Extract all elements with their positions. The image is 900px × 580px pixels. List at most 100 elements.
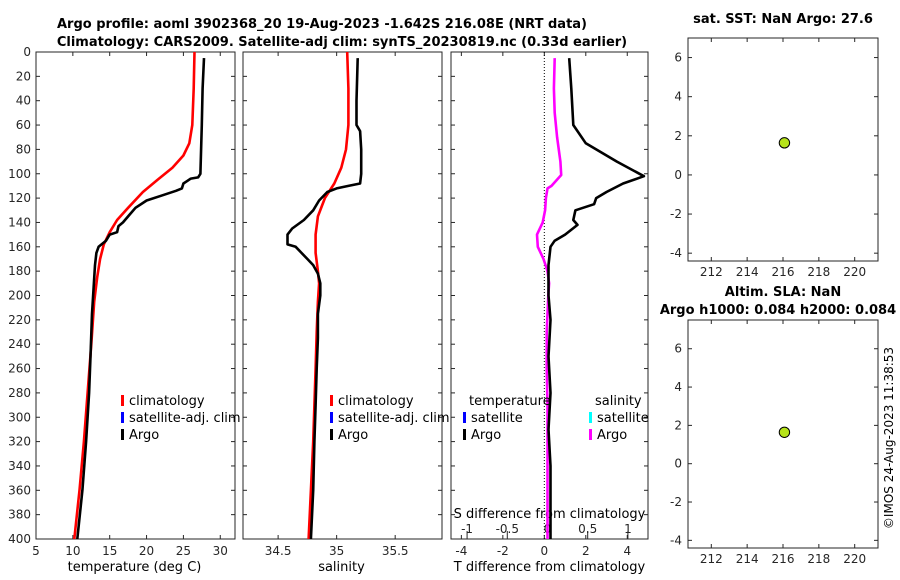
difference-legend-salinity-swatch-0 <box>589 412 592 423</box>
depth-tick-label-8: 160 <box>8 240 31 254</box>
salinity-legend-swatch-0 <box>330 395 333 406</box>
sdiff-tick-label-0: -1 <box>461 522 473 536</box>
temperature-legend-item-1: satellite-adj. clim <box>129 411 241 426</box>
sla-xtick-label-3: 218 <box>807 552 830 566</box>
temperature-line-argo <box>76 58 206 540</box>
depth-tick-label-0: 0 <box>23 45 31 59</box>
sla-point-0 <box>778 426 791 438</box>
sst-axes <box>687 37 879 262</box>
difference-legend-temperature-swatch-1 <box>463 429 466 440</box>
sla-ytick-label-3: 2 <box>674 418 682 432</box>
sla-ytick-label-0: -4 <box>670 533 682 547</box>
salinity-xlabel: salinity <box>318 560 365 575</box>
difference-xtick-label-3: 2 <box>582 544 590 558</box>
depth-tick-label-18: 360 <box>8 483 31 497</box>
salinity-axes <box>242 51 443 540</box>
timestamp: ©IMOS 24-Aug-2023 11:38:53 <box>882 347 896 529</box>
depth-tick-label-15: 300 <box>8 410 31 424</box>
depth-tick-label-3: 60 <box>16 118 31 132</box>
depth-tick-label-2: 40 <box>16 94 31 108</box>
difference-xtick-label-2: 0 <box>540 544 548 558</box>
salinity-legend-swatch-1 <box>330 412 333 423</box>
sst-title-1: sat. SST: NaN Argo: 27.6 <box>693 12 873 27</box>
depth-tick-label-20: 400 <box>8 532 31 546</box>
sla-xtick-label-0: 212 <box>700 552 723 566</box>
depth-tick-label-17: 340 <box>8 459 31 473</box>
sst-xtick-label-2: 216 <box>772 265 795 279</box>
sdiff-tick-label-1: -0.5 <box>496 522 519 536</box>
sla-xtick-label-1: 214 <box>736 552 759 566</box>
difference-line-salinity-argo <box>535 58 563 539</box>
difference-line-temperature-argo <box>547 58 646 539</box>
sst-point-0 <box>778 137 791 149</box>
charts: 0204060801001201401601802002202402602803… <box>8 12 896 575</box>
depth-tick-label-11: 220 <box>8 313 31 327</box>
sla-ytick-label-4: 4 <box>674 380 682 394</box>
difference-legend-salinity-swatch-1 <box>589 429 592 440</box>
salinity-xtick-label-1: 35 <box>329 544 344 558</box>
sst-ytick-label-4: 4 <box>674 90 682 104</box>
sst-ytick-label-3: 2 <box>674 129 682 143</box>
salinity-line-argo <box>286 58 363 540</box>
depth-tick-label-14: 280 <box>8 386 31 400</box>
temperature-xtick-label-2: 15 <box>102 544 117 558</box>
depth-tick-label-12: 240 <box>8 337 31 351</box>
sst-ytick-label-5: 6 <box>674 51 682 65</box>
sst-ytick-label-1: -2 <box>670 207 682 221</box>
sla-xtick-label-2: 216 <box>772 552 795 566</box>
temperature-xtick-label-0: 5 <box>32 544 40 558</box>
difference-xtick-label-0: -4 <box>455 544 467 558</box>
sst-xtick-label-1: 214 <box>736 265 759 279</box>
sla-title-2: Argo h1000: 0.084 h2000: 0.084 <box>660 303 896 318</box>
salinity-legend-item-0: climatology <box>338 394 414 409</box>
depth-tick-label-13: 260 <box>8 362 31 376</box>
temperature-axes <box>35 51 236 540</box>
temperature-legend-swatch-1 <box>121 412 124 423</box>
figure-title-line2: Climatology: CARS2009. Satellite-adj cli… <box>57 35 627 50</box>
sla-title-1: Altim. SLA: NaN <box>725 285 841 300</box>
depth-tick-label-19: 380 <box>8 508 31 522</box>
sdiff-tick-label-3: 0.5 <box>578 522 597 536</box>
temperature-xtick-label-1: 10 <box>65 544 80 558</box>
sla-ytick-label-5: 6 <box>674 342 682 356</box>
sst-ytick-label-0: -4 <box>670 246 682 260</box>
difference-legend-temperature-title: temperature <box>469 394 551 409</box>
depth-tick-label-7: 140 <box>8 215 31 229</box>
salinity-xtick-label-0: 34.5 <box>265 544 292 558</box>
difference-xlabel: T difference from climatology <box>453 560 646 575</box>
depth-tick-label-1: 20 <box>16 69 31 83</box>
sst-ytick-label-2: 0 <box>674 168 682 182</box>
difference-legend-salinity-item-0: satellite <box>597 411 649 426</box>
salinity-legend-item-2: Argo <box>338 428 368 443</box>
salinity-legend-item-1: satellite-adj. clim <box>338 411 450 426</box>
depth-tick-label-5: 100 <box>8 167 31 181</box>
sst-xtick-label-3: 218 <box>807 265 830 279</box>
temperature-legend-item-2: Argo <box>129 428 159 443</box>
difference-legend-salinity-title: salinity <box>595 394 642 409</box>
temperature-legend-swatch-0 <box>121 395 124 406</box>
depth-tick-label-16: 320 <box>8 435 31 449</box>
depth-tick-label-10: 200 <box>8 289 31 303</box>
depth-tick-label-6: 120 <box>8 191 31 205</box>
difference-legend-salinity-item-1: Argo <box>597 428 627 443</box>
difference-xtick-label-4: 4 <box>623 544 631 558</box>
difference-xtick-label-1: -2 <box>497 544 509 558</box>
salinity-legend-swatch-2 <box>330 429 333 440</box>
temperature-legend-item-0: climatology <box>129 394 205 409</box>
sla-ytick-label-1: -2 <box>670 495 682 509</box>
salinity-xtick-label-2: 35.5 <box>382 544 409 558</box>
depth-tick-label-9: 180 <box>8 264 31 278</box>
figure-title-line1: Argo profile: aoml 3902368_20 19-Aug-202… <box>57 17 587 32</box>
sst-xtick-label-0: 212 <box>700 265 723 279</box>
temperature-xtick-label-5: 30 <box>213 544 228 558</box>
temperature-legend-swatch-2 <box>121 429 124 440</box>
difference-legend-temperature-item-1: Argo <box>471 428 501 443</box>
temperature-xlabel: temperature (deg C) <box>68 560 202 575</box>
depth-tick-label-4: 80 <box>16 142 31 156</box>
sdiff-tick-label-4: 1 <box>624 522 632 536</box>
sla-ytick-label-2: 0 <box>674 457 682 471</box>
sla-xtick-label-4: 220 <box>843 552 866 566</box>
temperature-xtick-label-4: 25 <box>176 544 191 558</box>
difference-legend-temperature-item-0: satellite <box>471 411 523 426</box>
